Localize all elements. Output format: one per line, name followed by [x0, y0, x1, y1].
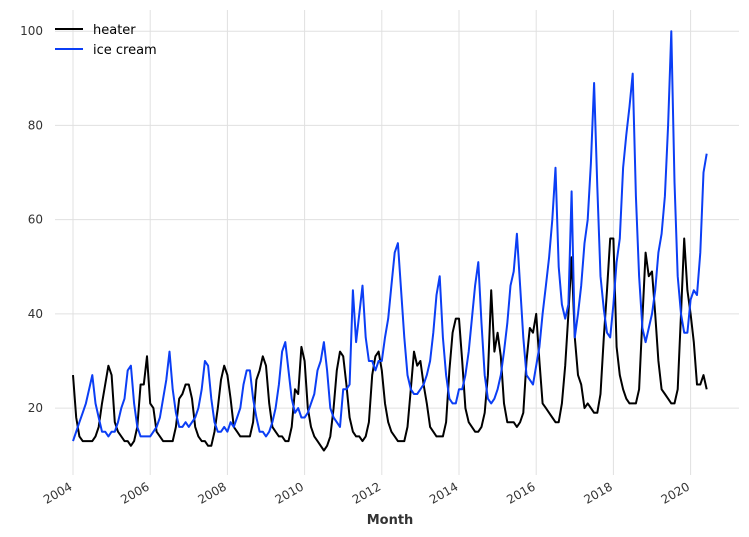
grid [55, 10, 739, 475]
line [72, 30, 708, 442]
x-axis-label: Month [367, 513, 414, 528]
y-tick-label: 20 [28, 401, 43, 415]
x-tick-label: 2010 [273, 479, 306, 506]
y-tick-label: 40 [28, 307, 43, 321]
y-tick-label: 80 [28, 118, 43, 132]
y-tick-label: 60 [28, 213, 43, 227]
legend-label: ice cream [93, 43, 157, 58]
x-tick-label: 2016 [504, 479, 537, 506]
x-tick-label: 2020 [659, 479, 692, 506]
y-tick-label: 100 [20, 24, 43, 38]
legend-label: heater [93, 23, 136, 38]
x-tick-label: 2006 [118, 479, 151, 506]
x-tick-label: 2008 [195, 479, 228, 506]
x-tick-label: 2018 [581, 479, 614, 506]
x-tick-label: 2012 [350, 479, 383, 506]
line [72, 237, 708, 452]
x-tick-label: 2014 [427, 479, 460, 506]
x-tick-label: 2004 [41, 479, 74, 506]
